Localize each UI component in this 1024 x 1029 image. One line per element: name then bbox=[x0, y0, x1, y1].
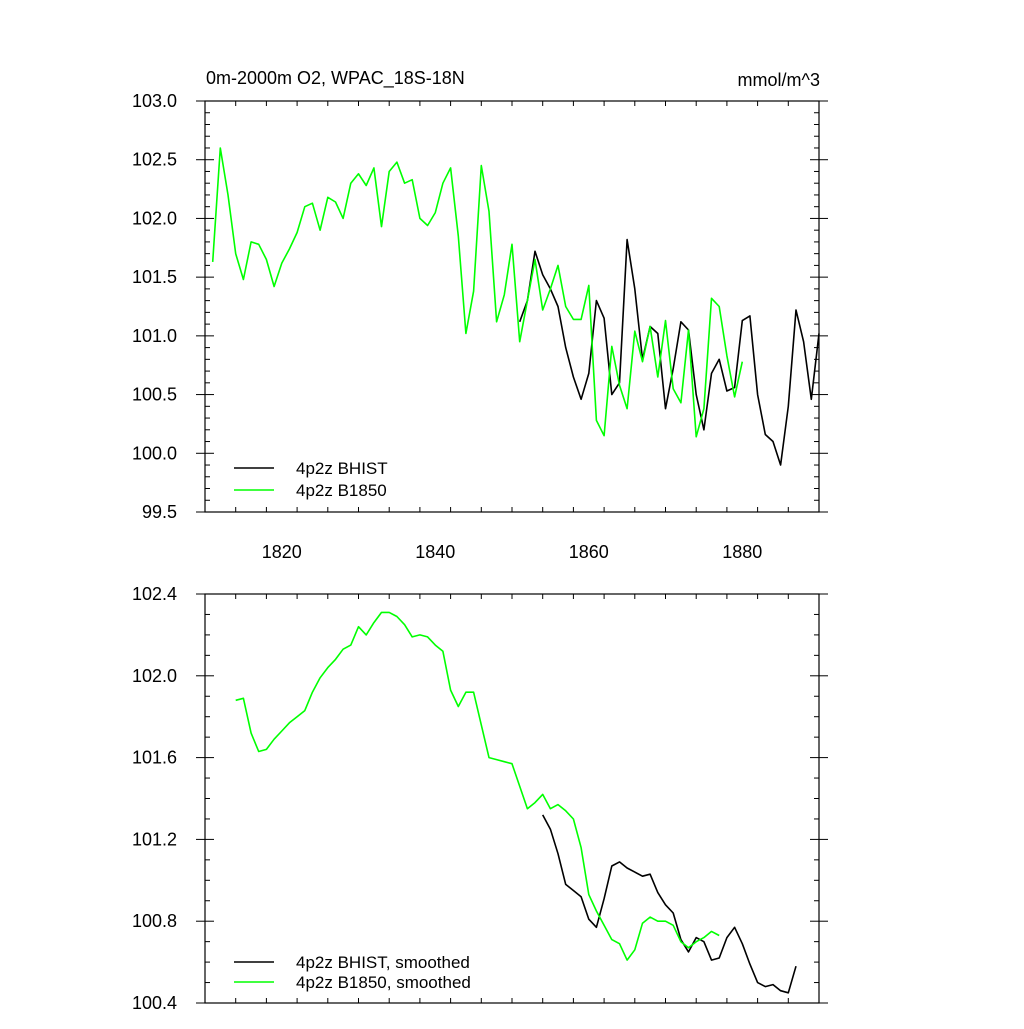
y-tick-label: 103.0 bbox=[132, 91, 177, 111]
bottom-panel-ticks: 100.4 100.8 101.2 101.6 102.0 102.4 bbox=[132, 584, 828, 1013]
y-tick-label: 101.5 bbox=[132, 267, 177, 287]
series-line-bhist bbox=[518, 238, 820, 466]
y-tick-label: 100.8 bbox=[132, 911, 177, 931]
top-panel-units: mmol/m^3 bbox=[738, 70, 820, 90]
y-tick-label: 101.6 bbox=[132, 748, 177, 768]
bottom-panel: 100.4 100.8 101.2 101.6 102.0 102.4 4p2z BHIS… bbox=[132, 584, 828, 1013]
top-panel-series bbox=[211, 147, 820, 466]
y-tick-label: 102.4 bbox=[132, 584, 177, 604]
legend-label-b1850-smoothed: 4p2z B1850, smoothed bbox=[296, 973, 471, 992]
top-panel-ticks: 1820 1840 1860 1880 99.5 100.0 100.5 101.0 101.5… bbox=[132, 91, 828, 562]
top-panel-legend: 4p2z BHIST 4p2z B1850 bbox=[234, 459, 388, 500]
legend-label-bhist-smoothed: 4p2z BHIST, smoothed bbox=[296, 953, 470, 972]
y-tick-label: 100.4 bbox=[132, 993, 177, 1013]
top-panel-title: 0m-2000m O2, WPAC_18S-18N bbox=[206, 68, 465, 89]
y-tick-label: 102.5 bbox=[132, 150, 177, 170]
x-tick-label: 1880 bbox=[722, 542, 762, 562]
x-tick-label: 1840 bbox=[415, 542, 455, 562]
series-line-b1850 bbox=[211, 147, 744, 438]
y-tick-label: 101.0 bbox=[132, 326, 177, 346]
bottom-panel-series bbox=[235, 611, 797, 994]
y-tick-label: 99.5 bbox=[142, 502, 177, 522]
x-tick-label: 1820 bbox=[262, 542, 302, 562]
y-tick-label: 102.0 bbox=[132, 666, 177, 686]
legend-label-b1850: 4p2z B1850 bbox=[296, 481, 387, 500]
y-tick-label: 102.0 bbox=[132, 208, 177, 228]
bottom-panel-legend: 4p2z BHIST, smoothed 4p2z B1850, smoothe… bbox=[234, 953, 471, 992]
x-tick-label: 1860 bbox=[569, 542, 609, 562]
top-panel-frame bbox=[204, 100, 820, 513]
y-tick-label: 100.5 bbox=[132, 385, 177, 405]
legend-label-bhist: 4p2z BHIST bbox=[296, 459, 388, 478]
top-panel: 0m-2000m O2, WPAC_18S-18N mmol/m^3 1820 1… bbox=[132, 68, 828, 562]
y-tick-label: 101.2 bbox=[132, 829, 177, 849]
series-line-bhist bbox=[541, 814, 797, 994]
series-line-b1850 bbox=[235, 611, 720, 961]
bottom-panel-frame bbox=[204, 593, 820, 1004]
y-tick-label: 100.0 bbox=[132, 443, 177, 463]
